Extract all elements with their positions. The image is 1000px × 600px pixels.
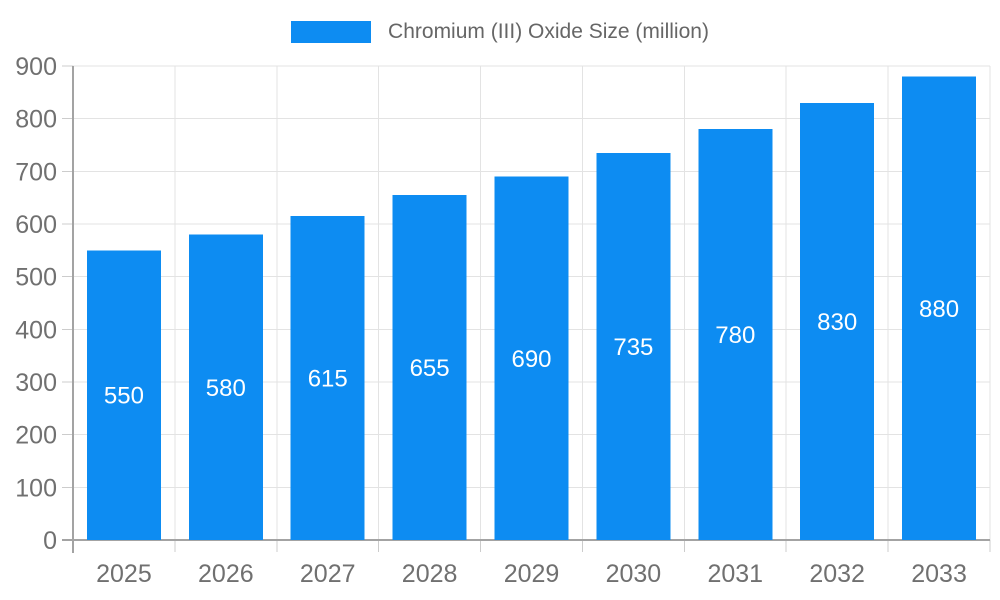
x-tick-label: 2032 <box>809 560 865 588</box>
x-tick-label: 2030 <box>606 560 662 588</box>
x-tick-label: 2029 <box>504 560 560 588</box>
legend-swatch[interactable] <box>291 21 372 43</box>
x-tick-label: 2026 <box>198 560 254 588</box>
x-tick-label: 2028 <box>402 560 458 588</box>
y-tick-label: 700 <box>15 158 57 186</box>
bar-value-label: 735 <box>613 334 653 361</box>
bar[interactable] <box>86 250 161 541</box>
y-tick-label: 200 <box>15 422 57 450</box>
bar[interactable] <box>698 129 773 540</box>
x-tick-label: 2033 <box>911 560 967 588</box>
bar[interactable] <box>290 216 365 540</box>
y-tick-label: 100 <box>15 474 57 502</box>
legend-label[interactable]: Chromium (III) Oxide Size (million) <box>388 20 709 43</box>
chart-legend[interactable]: Chromium (III) Oxide Size (million) <box>0 18 1000 46</box>
x-tick-label: 2025 <box>96 560 152 588</box>
y-tick-label: 400 <box>15 316 57 344</box>
y-tick-label: 500 <box>15 264 57 292</box>
bar[interactable] <box>800 102 875 541</box>
bar-value-label: 655 <box>410 355 450 382</box>
y-tick-label: 800 <box>15 106 57 134</box>
bar[interactable] <box>596 152 671 540</box>
bar-value-label: 830 <box>817 309 857 336</box>
bar[interactable] <box>392 195 467 540</box>
bar[interactable] <box>902 76 977 541</box>
x-tick-label: 2027 <box>300 560 356 588</box>
y-tick-label: 300 <box>15 369 57 397</box>
bar[interactable] <box>494 176 569 540</box>
bar-value-label: 780 <box>715 322 755 349</box>
y-tick-label: 600 <box>15 211 57 239</box>
bar-value-label: 615 <box>308 366 348 393</box>
y-tick-label: 0 <box>43 527 57 555</box>
bar-value-label: 550 <box>104 383 144 410</box>
bar-value-label: 880 <box>919 296 959 323</box>
bar-value-label: 690 <box>511 346 551 373</box>
bar[interactable] <box>188 234 263 541</box>
y-tick-label: 900 <box>15 53 57 81</box>
x-tick-label: 2031 <box>707 560 763 588</box>
bar-value-label: 580 <box>206 375 246 402</box>
